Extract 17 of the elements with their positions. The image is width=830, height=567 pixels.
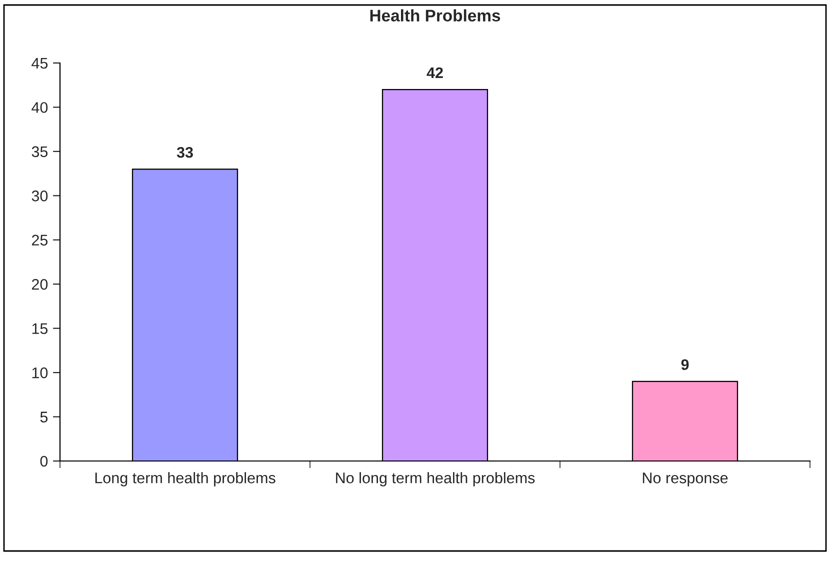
y-tick-label: 20 bbox=[32, 278, 48, 290]
chart-title: Health Problems bbox=[370, 9, 500, 22]
y-tick-label: 5 bbox=[40, 412, 48, 422]
x-tick-label: No response bbox=[642, 472, 728, 486]
y-tick-label: 30 bbox=[32, 190, 48, 202]
y-tick-label: 45 bbox=[32, 58, 48, 69]
data-label: 9 bbox=[681, 359, 689, 370]
data-label: 33 bbox=[176, 146, 193, 158]
y-tick-label: 0 bbox=[40, 456, 48, 467]
y-tick-label: 35 bbox=[32, 146, 48, 158]
y-tick-label: 15 bbox=[32, 323, 48, 334]
x-tick-label: No long term health problems bbox=[336, 472, 535, 486]
y-tick-label: 10 bbox=[32, 367, 48, 378]
x-tick-label: Long term health problems bbox=[95, 472, 276, 486]
y-tick-label: 25 bbox=[32, 234, 48, 246]
data-label: 42 bbox=[426, 67, 443, 78]
y-tick-label: 40 bbox=[32, 102, 48, 113]
